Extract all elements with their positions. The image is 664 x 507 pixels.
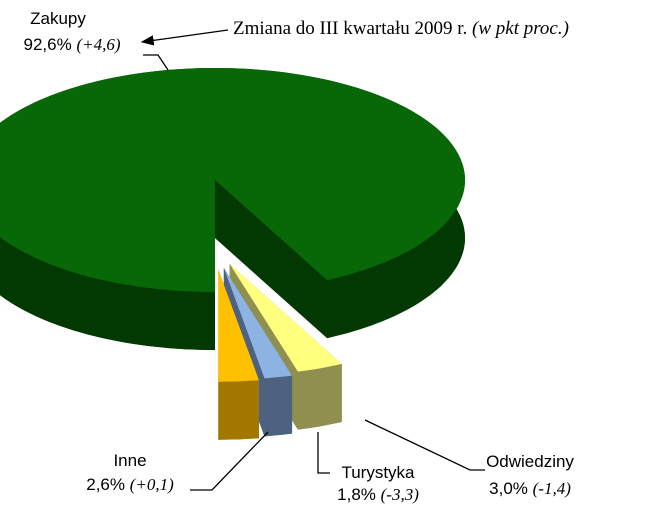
slice-wall bbox=[264, 375, 293, 437]
leader-line bbox=[364, 419, 485, 471]
annotation: Zmiana do III kwartału 2009 r. (w pkt pr… bbox=[233, 18, 569, 39]
leader-line bbox=[143, 54, 169, 71]
label-name: Turystyka bbox=[341, 463, 415, 482]
label-value: 3,0% (-1,4) bbox=[489, 479, 571, 498]
annotation-arrow bbox=[140, 29, 229, 46]
pie bbox=[0, 68, 465, 440]
slice bbox=[0, 68, 465, 292]
value-label: 2,6% bbox=[86, 475, 125, 494]
value-label: 1,8% bbox=[337, 485, 376, 504]
label-name: Inne bbox=[113, 451, 146, 470]
leader-line bbox=[190, 431, 269, 491]
change-label: (-3,3) bbox=[381, 485, 420, 504]
change-label: (-1,4) bbox=[533, 479, 572, 498]
change-label: (+4,6) bbox=[76, 35, 120, 54]
slice bbox=[223, 267, 293, 379]
value-label: 3,0% bbox=[489, 479, 528, 498]
label-value: 92,6% (+4,6) bbox=[24, 35, 121, 54]
slice-wall bbox=[218, 380, 259, 440]
annotation-note: (w pkt proc.) bbox=[472, 18, 569, 39]
leader-line bbox=[317, 432, 330, 474]
label-value: 1,8% (-3,3) bbox=[337, 485, 419, 504]
slice-wall bbox=[297, 363, 342, 430]
slice-side bbox=[215, 180, 328, 339]
label-value: 2,6% (+0,1) bbox=[86, 475, 174, 494]
slice bbox=[229, 263, 342, 372]
change-label: (+0,1) bbox=[130, 475, 174, 494]
value-label: 92,6% bbox=[24, 35, 72, 54]
label-name: Zakupy bbox=[30, 9, 86, 28]
label-name: Odwiedziny bbox=[486, 452, 574, 471]
annotation-text: Zmiana do III kwartału 2009 r. bbox=[233, 18, 467, 39]
slice bbox=[218, 269, 259, 382]
